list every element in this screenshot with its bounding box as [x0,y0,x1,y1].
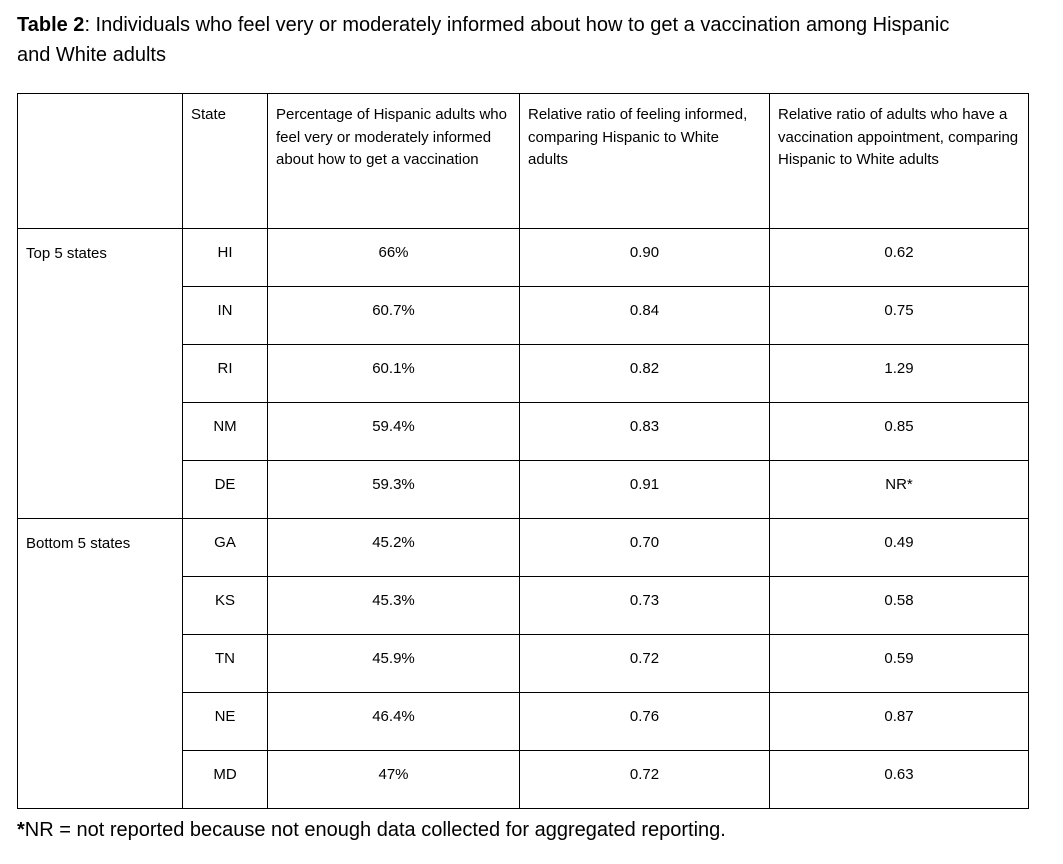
table-row: Bottom 5 states GA 45.2% 0.70 0.49 [17,518,1029,809]
footnote: *NR = not reported because not enough da… [17,816,1046,844]
ratio-appointment-cell: 0.58 [769,576,1029,635]
state-cell: GA [182,518,268,577]
footnote-text: NR = not reported because not enough dat… [24,819,726,841]
ratio-appointment-cell: 1.29 [769,344,1029,403]
percentage-cell: 59.3% [267,460,520,519]
ratio-appointment-cell: NR* [769,460,1029,519]
state-cell: HI [182,228,268,287]
group-label-bottom5: Bottom 5 states [17,518,183,809]
ratio-appointment-cell: 0.85 [769,402,1029,461]
ratio-informed-cell: 0.72 [519,750,770,809]
page-title: Table 2: Individuals who feel very or mo… [17,10,982,70]
state-cell: RI [182,344,268,403]
document-page: Table 2: Individuals who feel very or mo… [17,10,1046,844]
ratio-informed-cell: 0.90 [519,228,770,287]
ratio-appointment-cell: 0.87 [769,692,1029,751]
footnote-marker: * [17,819,25,841]
table-row: TN 45.9% 0.72 0.59 [18,634,1029,693]
percentage-cell: 59.4% [267,402,520,461]
group-label-top5: Top 5 states [17,228,183,519]
table-row: DE 59.3% 0.91 NR* [18,460,1029,519]
header-ratio-informed: Relative ratio of feeling informed, comp… [519,93,770,229]
percentage-cell: 46.4% [267,692,520,751]
ratio-informed-cell: 0.72 [519,634,770,693]
table-row: MD 47% 0.72 0.63 [18,750,1029,809]
ratio-informed-cell: 0.76 [519,692,770,751]
table-row: KS 45.3% 0.73 0.58 [18,576,1029,635]
ratio-appointment-cell: 0.62 [769,228,1029,287]
table-row: NE 46.4% 0.76 0.87 [18,692,1029,751]
ratio-appointment-cell: 0.75 [769,286,1029,345]
header-state: State [182,93,268,229]
header-ratio-appointment: Relative ratio of adults who have a vacc… [769,93,1029,229]
state-cell: DE [182,460,268,519]
table-caption-label: Table 2 [17,14,85,36]
table-2: State Percentage of Hispanic adults who … [17,93,1029,809]
state-cell: NM [182,402,268,461]
table-caption-text: : Individuals who feel very or moderatel… [17,14,950,66]
percentage-cell: 60.7% [267,286,520,345]
table-row: RI 60.1% 0.82 1.29 [18,344,1029,403]
ratio-informed-cell: 0.70 [519,518,770,577]
table-row: IN 60.7% 0.84 0.75 [18,286,1029,345]
percentage-cell: 45.9% [267,634,520,693]
ratio-informed-cell: 0.91 [519,460,770,519]
table-row: Top 5 states HI 66% 0.90 0.62 [17,228,1029,519]
ratio-appointment-cell: 0.59 [769,634,1029,693]
percentage-cell: 45.3% [267,576,520,635]
percentage-cell: 66% [267,228,520,287]
ratio-informed-cell: 0.82 [519,344,770,403]
state-cell: KS [182,576,268,635]
ratio-informed-cell: 0.73 [519,576,770,635]
percentage-cell: 47% [267,750,520,809]
state-cell: IN [182,286,268,345]
table-header-row: State Percentage of Hispanic adults who … [17,93,1029,229]
header-group [17,93,183,229]
header-percentage: Percentage of Hispanic adults who feel v… [267,93,520,229]
ratio-informed-cell: 0.83 [519,402,770,461]
state-cell: MD [182,750,268,809]
ratio-appointment-cell: 0.63 [769,750,1029,809]
state-cell: TN [182,634,268,693]
percentage-cell: 60.1% [267,344,520,403]
table-row: NM 59.4% 0.83 0.85 [18,402,1029,461]
ratio-informed-cell: 0.84 [519,286,770,345]
ratio-appointment-cell: 0.49 [769,518,1029,577]
percentage-cell: 45.2% [267,518,520,577]
state-cell: NE [182,692,268,751]
